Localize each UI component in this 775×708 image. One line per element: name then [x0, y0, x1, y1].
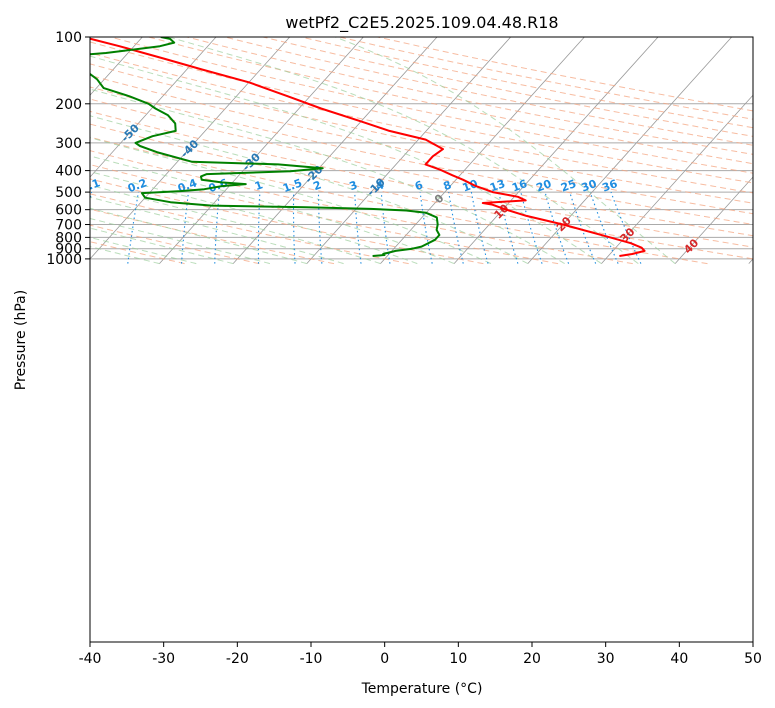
y-axis-label: Pressure (hPa) — [13, 290, 29, 390]
chart-title: wetPf2_C2E5.2025.109.04.48.R18 — [285, 13, 558, 33]
mixing-ratio-line — [470, 192, 489, 264]
x-tick-label: 10 — [449, 651, 467, 667]
mixing-ratio-label: 0.2 — [126, 176, 149, 195]
dry-adiabat-line — [90, 74, 753, 215]
y-tick-label: 1000 — [46, 252, 82, 268]
mixing-ratio-line — [292, 192, 296, 264]
dry-adiabat-line — [224, 37, 753, 146]
mixing-ratio-label: 3 — [348, 178, 360, 193]
x-tick-label: 40 — [670, 651, 688, 667]
mixing-ratio-label: 6 — [413, 178, 425, 193]
x-tick-label: -20 — [226, 651, 249, 667]
dry-adiabat-line — [186, 37, 753, 155]
mixing-ratio-label: 36 — [600, 177, 619, 195]
mixing-ratio-label: 20 — [534, 177, 553, 195]
y-tick-label: 100 — [55, 30, 82, 46]
mixing-ratio-line — [498, 191, 519, 264]
moist-adiabat-line — [90, 227, 234, 265]
moist-adiabat-line — [90, 217, 271, 265]
moist-adiabat-line — [90, 88, 565, 265]
moist-adiabat-line — [90, 207, 307, 265]
isotherm-line — [674, 176, 753, 264]
dry-adiabat-line — [90, 241, 185, 265]
isotherm-line — [90, 37, 217, 178]
dry-adiabat-line — [90, 63, 753, 204]
moist-adiabat-line — [90, 236, 197, 265]
dry-adiabat-line — [90, 123, 753, 260]
mixing-ratio-line — [610, 191, 642, 264]
dry-adiabat-line — [90, 164, 559, 265]
y-tick-label: 600 — [55, 203, 82, 219]
isotherm-line — [90, 37, 143, 96]
dry-adiabat-line — [262, 37, 753, 137]
dry-adiabat-line — [90, 52, 753, 194]
mixing-ratio-label: 0.1 — [79, 176, 102, 195]
mixing-ratio-line — [257, 192, 261, 264]
mixing-ratio-label: 1 — [253, 178, 265, 193]
mixing-ratio-label: 13 — [488, 177, 507, 194]
mixing-ratio-label: 30 — [580, 177, 599, 195]
mixing-ratio-label: 8 — [442, 178, 454, 193]
isotherm-line — [232, 37, 438, 264]
x-tick-label: 30 — [597, 651, 615, 667]
moist-adiabat-line — [90, 196, 344, 265]
mixing-ratio-label: 16 — [510, 177, 529, 195]
x-tick-label: 50 — [744, 651, 762, 667]
mixing-ratio-line — [569, 191, 597, 264]
y-tick-label: 200 — [55, 97, 82, 113]
mixing-ratio-label: 2 — [311, 178, 323, 193]
moist-adiabat-line — [334, 37, 676, 264]
x-tick-label: 20 — [523, 651, 541, 667]
mixing-ratio-label: 4 — [374, 178, 386, 193]
mixing-ratio-line — [448, 192, 464, 264]
dry-adiabat-line — [90, 178, 484, 265]
mixing-ratio-label: 1.5 — [281, 176, 304, 195]
y-tick-label: 700 — [55, 218, 82, 234]
x-tick-label: -40 — [79, 651, 102, 667]
dry-adiabat-line — [90, 208, 335, 265]
mixing-ratio-line — [214, 192, 220, 264]
plot-area: 0.10.20.40.611.52346810131620253036-100-… — [1, 37, 753, 265]
dry-adiabat-line — [90, 110, 753, 248]
mixing-ratio-line — [317, 192, 323, 264]
plot-frame — [89, 36, 754, 643]
x-tick-label: -30 — [152, 651, 175, 667]
moist-adiabat-line — [90, 184, 381, 265]
y-tick-label: 400 — [55, 164, 82, 180]
y-tick-label: 900 — [55, 242, 82, 258]
x-axis-label: Temperature (°C) — [361, 681, 483, 697]
moist-adiabat-line — [90, 137, 492, 265]
x-axis: -40 -30 -20 -10 0 10 20 30 40 50 — [79, 642, 762, 667]
isotherm-line — [159, 37, 364, 264]
temperature-profile-line — [90, 37, 646, 257]
x-tick-label: 0 — [380, 651, 389, 667]
mixing-ratio-line — [589, 191, 619, 264]
y-tick-label: 800 — [55, 230, 82, 246]
dry-adiabat-line — [90, 136, 708, 265]
x-tick-label: -10 — [300, 651, 323, 667]
isotherm-line — [601, 94, 753, 264]
isotherm-line — [380, 37, 585, 264]
dry-adiabat-label: -70 — [1, 88, 24, 111]
mixing-ratio-line — [419, 192, 433, 264]
moist-adiabat-line — [90, 115, 529, 265]
dry-adiabat-line — [90, 224, 260, 265]
dry-adiabat-line — [90, 150, 633, 265]
y-tick-label: 300 — [55, 136, 82, 152]
mixing-ratio-line — [544, 191, 570, 264]
dewpoint-profile-line — [90, 37, 441, 257]
dry-adiabat-line — [90, 86, 753, 226]
y-tick-label: 500 — [55, 185, 82, 201]
isotherm-line — [453, 37, 659, 264]
mixing-ratio-label: 25 — [559, 177, 578, 194]
mixing-ratio-line — [520, 191, 543, 264]
